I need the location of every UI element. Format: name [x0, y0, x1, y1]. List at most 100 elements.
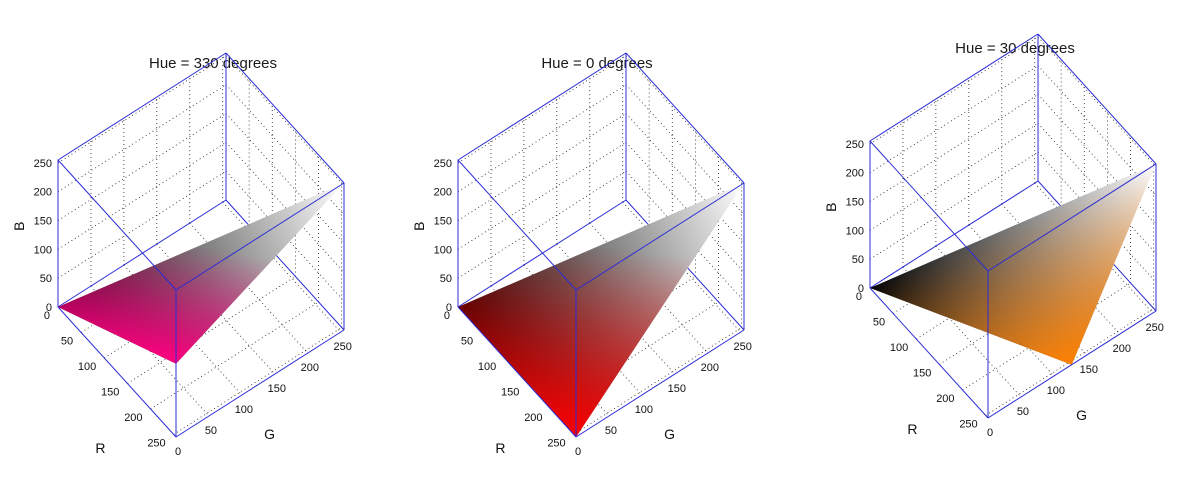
axis-box-edge	[57, 159, 177, 291]
b-tick-label: 100	[846, 225, 864, 237]
grid-line	[457, 55, 627, 164]
r-tick-label: 150	[913, 367, 931, 379]
z-axis-label: B	[11, 221, 27, 230]
r-tick-label: 150	[101, 386, 119, 398]
g-tick-label: 200	[301, 362, 319, 374]
r-tick-label: 50	[461, 335, 473, 347]
axis-box-edge	[869, 33, 1039, 142]
axis-box-edge	[625, 52, 745, 184]
y-axis-label: G	[264, 426, 275, 442]
r-tick-label: 100	[478, 361, 496, 373]
g-tick-label: 100	[1047, 385, 1065, 397]
x-axis-label: R	[907, 421, 917, 437]
b-tick-label: 50	[40, 273, 52, 285]
axis-box-edge	[457, 159, 577, 291]
axis-box-edge	[457, 52, 627, 161]
grid-line	[869, 36, 1039, 145]
g-tick-label: 0	[987, 427, 993, 439]
g-tick-label: 0	[575, 446, 581, 458]
axis-box-edge	[575, 329, 745, 438]
axis-box-edge	[175, 329, 345, 438]
axis-box-edge	[225, 199, 345, 331]
axis-box-edge	[869, 287, 989, 419]
g-tick-label: 250	[334, 341, 352, 353]
axis-box-edge	[57, 199, 227, 308]
r-tick-label: 250	[959, 418, 977, 430]
axis-box-edge	[225, 52, 345, 184]
grid-line	[457, 113, 627, 221]
b-tick-label: 250	[434, 158, 452, 170]
g-tick-label: 50	[205, 425, 217, 437]
b-tick-label: 0	[858, 283, 864, 295]
axis-box-edge	[575, 182, 745, 291]
g-tick-label: 150	[1080, 364, 1098, 376]
g-tick-label: 100	[235, 404, 253, 416]
axis-box-edge	[987, 310, 1157, 419]
grid-line	[173, 327, 342, 435]
r-tick-label: 0	[44, 310, 50, 322]
r-tick-label: 200	[124, 412, 142, 424]
axis-box-edge	[987, 163, 1157, 272]
axis-box-edge	[457, 306, 577, 438]
axis-box-edge	[869, 180, 1039, 289]
g-tick-label: 250	[734, 341, 752, 353]
b-tick-label: 150	[434, 216, 452, 228]
r-tick-label: 200	[524, 412, 542, 424]
axis-box-edge	[457, 199, 627, 308]
chart-panel-hue-30: Hue = 30 degrees 0 0 0 50 50 50 100 100 100 150 15…	[800, 0, 1200, 500]
x-axis-label: R	[95, 440, 105, 456]
b-tick-label: 0	[46, 302, 52, 314]
axis-box-edge	[1037, 33, 1157, 165]
g-tick-label: 250	[1146, 322, 1164, 334]
x-axis-label: R	[495, 440, 505, 456]
chart-panel-hue-0: Hue = 0 degrees 0 0 0 50 50 50 100 100 100 150 150…	[400, 0, 800, 500]
grid-line	[869, 123, 1039, 231]
axis-box-edge	[57, 52, 227, 161]
g-tick-label: 100	[635, 404, 653, 416]
b-tick-label: 150	[846, 197, 864, 209]
r-tick-label: 100	[890, 342, 908, 354]
chart-title: Hue = 330 degrees	[148, 55, 278, 72]
g-tick-label: 50	[605, 425, 617, 437]
b-tick-label: 250	[34, 158, 52, 170]
hue-plane-tint	[458, 183, 744, 437]
b-tick-label: 100	[434, 244, 452, 256]
b-tick-label: 50	[440, 273, 452, 285]
axis-box-edge	[175, 182, 345, 291]
g-tick-label: 200	[701, 362, 719, 374]
b-tick-label: 150	[34, 216, 52, 228]
grid-line	[625, 55, 745, 187]
b-tick-label: 100	[34, 244, 52, 256]
b-tick-label: 200	[34, 187, 52, 199]
g-tick-label: 0	[175, 446, 181, 458]
grid-line	[57, 142, 227, 250]
r-tick-label: 50	[61, 335, 73, 347]
axis-box-edge	[869, 140, 989, 272]
grid-line	[57, 84, 227, 193]
b-tick-label: 250	[846, 139, 864, 151]
grid-line	[869, 94, 1039, 202]
chart-title: Hue = 0 degrees	[541, 55, 653, 72]
b-tick-label: 50	[852, 254, 864, 266]
r-tick-label: 200	[936, 393, 954, 405]
r-tick-label: 150	[501, 386, 519, 398]
r-tick-label: 250	[547, 437, 565, 449]
g-tick-label: 200	[1113, 343, 1131, 355]
r-tick-label: 100	[78, 361, 96, 373]
chart-panel-hue-330: Hue = 330 degrees 0 0 0 50 50 50 100 100 100 150 1…	[0, 0, 400, 500]
grid-line	[869, 65, 1039, 174]
r-tick-label: 0	[444, 310, 450, 322]
r-tick-label: 250	[147, 437, 165, 449]
grid-line	[1037, 36, 1157, 168]
r-tick-label: 0	[856, 291, 862, 303]
y-axis-label: G	[1076, 407, 1087, 423]
grid-line	[57, 55, 227, 164]
axis-box-edge	[57, 306, 177, 438]
r-tick-label: 50	[873, 316, 885, 328]
b-tick-label: 200	[434, 187, 452, 199]
hue-plane-tint	[870, 164, 1156, 365]
grid-line	[457, 84, 627, 193]
z-axis-label: B	[411, 221, 427, 230]
